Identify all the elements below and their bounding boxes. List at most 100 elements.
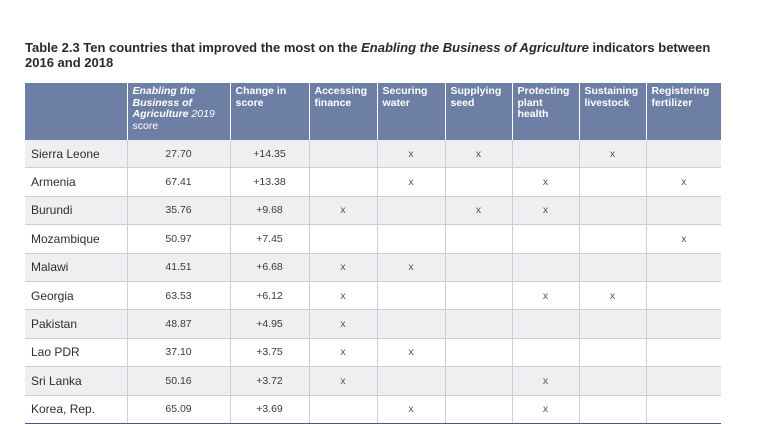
cell-finance: x [309,366,378,396]
cell-livestock [579,338,647,368]
cell-livestock [579,224,647,254]
cell-livestock [579,366,647,396]
cell-plant: x [512,196,580,226]
cell-change: +7.45 [230,224,310,254]
cell-fertilizer: x [646,224,721,254]
cell-change: +6.68 [230,253,310,282]
table-row: Sri Lanka 50.16 +3.72 x x [25,366,721,396]
cell-score: 50.97 [127,224,231,254]
cell-seed [445,309,513,339]
cell-finance: x [309,309,378,339]
cell-change: +4.95 [230,309,310,339]
cell-country: Korea, Rep. [25,395,128,424]
cell-livestock [579,395,647,424]
caption-prefix: Table 2.3 Ten countries that improved th… [25,40,362,55]
cell-plant: x [512,395,580,424]
table-row: Mozambique 50.97 +7.45 x [25,224,721,254]
cell-water [377,281,446,311]
table-row: Korea, Rep. 65.09 +3.69 x x [25,395,721,424]
table-row: Georgia 63.53 +6.12 x x x [25,281,721,311]
cell-water: x [377,338,446,368]
cell-livestock [579,167,647,197]
cell-water [377,309,446,339]
cell-fertilizer [646,309,721,339]
header-finance: Accessing finance [309,83,378,140]
table-row: Malawi 41.51 +6.68 x x [25,253,721,282]
caption-suffix: indicators between 2016 and 2018 [25,40,711,70]
table-row: Pakistan 48.87 +4.95 x [25,309,721,339]
cell-country: Sierra Leone [25,140,128,169]
cell-score: 35.76 [127,196,231,226]
cell-plant [512,224,580,254]
cell-plant: x [512,281,580,311]
cell-water: x [377,167,446,197]
cell-score: 65.09 [127,395,231,424]
cell-plant [512,338,580,368]
table-row: Lao PDR 37.10 +3.75 x x [25,338,721,368]
table-row: Armenia 67.41 +13.38 x x x [25,167,721,197]
cell-seed [445,167,513,197]
header-fertilizer: Registering fertilizer [646,83,721,140]
cell-score: 48.87 [127,309,231,339]
header-score-tail: score [132,119,159,132]
header-plant: Protecting plant health [512,83,580,140]
cell-fertilizer [646,366,721,396]
cell-score: 37.10 [127,338,231,368]
header-livestock: Sustaining livestock [579,83,647,140]
cell-plant [512,140,580,169]
header-score-year: 2019 [188,108,215,120]
cell-score: 50.16 [127,366,231,396]
cell-finance [309,224,378,254]
cell-water [377,366,446,396]
cell-country: Pakistan [25,309,128,339]
cell-livestock [579,309,647,339]
cell-livestock: x [579,140,647,169]
cell-fertilizer [646,281,721,311]
cell-country: Burundi [25,196,128,226]
cell-seed: x [445,140,513,169]
header-change: Change in score [230,83,310,140]
cell-change: +14.35 [230,140,310,169]
cell-country: Malawi [25,253,128,282]
cell-plant [512,253,580,282]
cell-seed: x [445,196,513,226]
cell-livestock [579,196,647,226]
cell-finance [309,167,378,197]
cell-water: x [377,140,446,169]
cell-seed [445,253,513,282]
cell-fertilizer [646,140,721,169]
cell-finance [309,140,378,169]
cell-plant [512,309,580,339]
cell-country: Georgia [25,281,128,311]
cell-finance: x [309,196,378,226]
cell-finance: x [309,253,378,282]
header-water: Securing water [377,83,446,140]
table-caption: Table 2.3 Ten countries that improved th… [25,40,740,70]
cell-fertilizer: x [646,167,721,197]
cell-water: x [377,395,446,424]
cell-plant: x [512,366,580,396]
cell-water: x [377,253,446,282]
cell-change: +3.69 [230,395,310,424]
cell-country: Armenia [25,167,128,197]
cell-seed [445,224,513,254]
cell-finance: x [309,338,378,368]
cell-seed [445,281,513,311]
cell-seed [445,395,513,424]
cell-change: +13.38 [230,167,310,197]
cell-change: +9.68 [230,196,310,226]
cell-change: +6.12 [230,281,310,311]
cell-fertilizer [646,338,721,368]
cell-change: +3.72 [230,366,310,396]
cell-country: Lao PDR [25,338,128,368]
cell-country: Mozambique [25,224,128,254]
cell-water [377,196,446,226]
cell-water [377,224,446,254]
cell-livestock [579,253,647,282]
cell-fertilizer [646,253,721,282]
cell-score: 67.41 [127,167,231,197]
cell-score: 63.53 [127,281,231,311]
indicators-table: Enabling the Business of Agriculture 201… [25,83,721,424]
cell-seed [445,338,513,368]
caption-emphasis: Enabling the Business of Agriculture [361,40,589,55]
